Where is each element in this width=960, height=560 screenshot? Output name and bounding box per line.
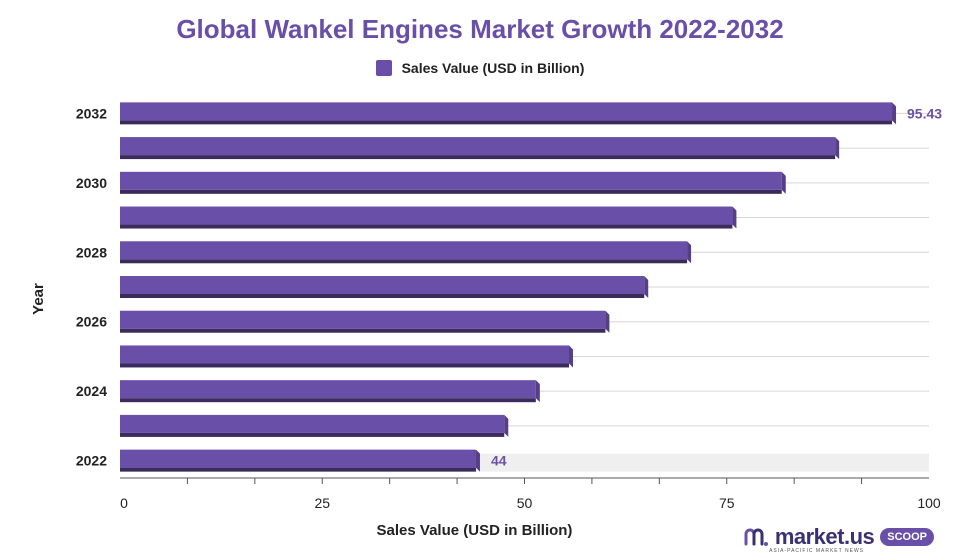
y-tick-label: 2024 — [76, 383, 107, 399]
bar-shadow — [120, 224, 733, 229]
x-tick-label: 0 — [120, 495, 128, 511]
bar-side — [605, 310, 610, 333]
market-us-logo-icon — [744, 528, 768, 546]
y-tick-label: 2026 — [76, 314, 107, 330]
bar — [120, 137, 836, 156]
bar-side — [644, 276, 649, 298]
bar-side — [687, 241, 692, 264]
x-tick-label: 75 — [719, 495, 735, 511]
x-axis-title: Sales Value (USD in Billion) — [377, 522, 573, 539]
bar-shadow — [120, 467, 476, 472]
bar-side — [835, 137, 840, 160]
x-tick-label: 100 — [917, 495, 941, 511]
bar-side — [475, 449, 480, 472]
bar-side — [535, 380, 540, 403]
bar-shadow — [120, 363, 569, 368]
bar — [120, 102, 893, 121]
bar-shadow — [120, 259, 688, 264]
data-label: 95.43 — [907, 105, 942, 121]
brand-name: market.us — [774, 524, 875, 549]
legend-label: Sales Value (USD in Billion) — [401, 60, 585, 76]
bar-shadow — [120, 120, 893, 125]
y-tick-label: 2022 — [76, 453, 107, 469]
data-label: 44 — [491, 453, 507, 469]
x-tick-label: 25 — [314, 495, 330, 511]
bar-shadow — [120, 398, 536, 403]
bar-shadow — [120, 294, 645, 298]
bar — [120, 206, 733, 225]
y-tick-label: 2030 — [76, 175, 107, 191]
bar-shadow — [120, 189, 782, 194]
bar-side — [781, 171, 786, 194]
y-axis-title: Year — [30, 283, 47, 315]
bar-side — [504, 414, 509, 437]
chart-title: Global Wankel Engines Market Growth 2022… — [176, 14, 784, 44]
bar-shadow — [120, 155, 836, 160]
brand-logo: market.us SCOOP — [743, 524, 934, 550]
bar — [120, 310, 606, 329]
legend-swatch — [375, 60, 392, 76]
bar — [120, 414, 505, 433]
bar-side — [892, 102, 897, 125]
bar — [120, 276, 645, 294]
bar-shadow — [120, 432, 505, 437]
bar — [120, 345, 569, 364]
bar — [120, 171, 782, 190]
brand-tagline: ASIA-PACIFIC MARKET NEWS — [769, 548, 864, 554]
bar-side — [732, 206, 737, 229]
y-tick-label: 2032 — [76, 105, 107, 121]
x-tick-label: 50 — [517, 495, 533, 511]
bar — [120, 449, 476, 468]
bar-shadow — [120, 328, 606, 333]
bar — [120, 241, 688, 260]
bar-side — [568, 345, 573, 368]
bar — [120, 380, 536, 399]
chart-legend: Sales Value (USD in Billion) — [0, 60, 960, 76]
y-tick-label: 2028 — [76, 244, 107, 260]
brand-badge: SCOOP — [880, 528, 934, 546]
